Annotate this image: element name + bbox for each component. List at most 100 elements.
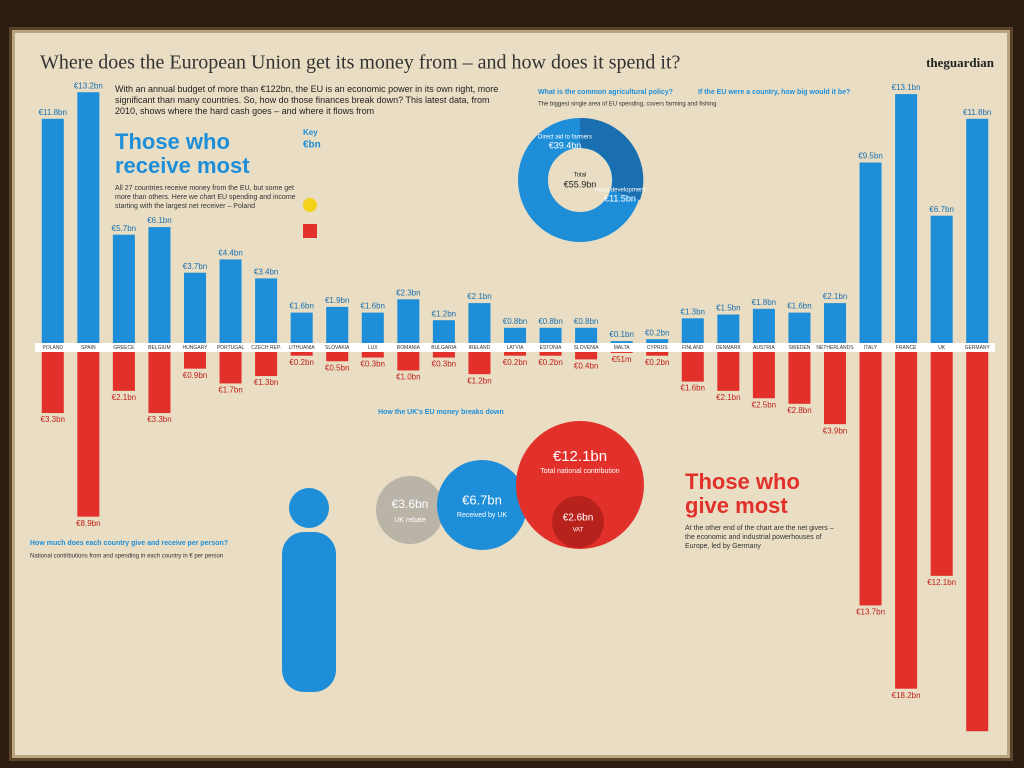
value-label: €3.4bn <box>254 268 278 277</box>
uk-received-label: Received by UK <box>457 512 508 519</box>
category-label: LUX <box>368 345 378 351</box>
uk-vat-label: VAT <box>573 528 584 534</box>
value-label: €0.5bn <box>325 363 349 372</box>
category-label: LITHUANIA <box>289 345 316 351</box>
uk-contribution-circle <box>516 421 644 549</box>
paper-edge <box>9 27 1013 761</box>
give-bar <box>788 352 811 404</box>
give-bar <box>361 352 384 358</box>
receive-bar <box>895 94 918 343</box>
give-bar <box>255 352 278 377</box>
category-label: CZECH REP. <box>251 345 281 351</box>
cap-rural-label: Rural development <box>595 188 646 194</box>
give-text: At the other end of the chart are the ne… <box>685 525 834 550</box>
cap-heading: What is the common agricultural policy? <box>538 89 673 96</box>
category-label: SWEDEN <box>788 345 810 351</box>
category-label: HUNGARY <box>183 345 209 351</box>
give-bar <box>503 352 527 356</box>
value-label: €18.2bn <box>892 691 921 700</box>
uk-received-value: €6.7bn <box>462 492 502 507</box>
give-bar <box>895 352 918 689</box>
category-label: DENMARK <box>716 345 742 351</box>
give-bar <box>41 352 64 414</box>
give-heading-box: Those who give most <box>685 470 800 518</box>
receive-bar <box>290 312 313 343</box>
receive-bar <box>646 339 669 343</box>
give-text-box: At the other end of the chart are the ne… <box>685 525 834 550</box>
value-label: €0.8bn <box>503 317 527 326</box>
category-label: ESTONIA <box>540 345 563 351</box>
give-bar <box>610 352 633 353</box>
value-label: €3.3bn <box>41 415 65 424</box>
cap-rural-value: €11.5bn <box>604 193 636 203</box>
per-person-text: National contributions from and spending… <box>30 554 223 560</box>
person-icons <box>282 488 336 692</box>
uk-rebate-circle <box>376 476 444 544</box>
value-label: €13.1bn <box>892 83 921 92</box>
value-label: €1.3bn <box>254 378 278 387</box>
give-bar <box>575 352 598 360</box>
value-label: €5.7bn <box>112 224 136 233</box>
value-label: €11.8bn <box>39 108 67 117</box>
give-bar <box>752 352 775 399</box>
category-label: GREECE <box>113 345 135 351</box>
give-bar <box>823 352 847 425</box>
value-label: €0.8bn <box>574 317 598 326</box>
value-label: €1.8bn <box>752 298 776 307</box>
receive-bar <box>859 162 882 343</box>
value-label: €0.3bn <box>361 360 385 369</box>
uk-rebate-value: €3.6bn <box>392 497 429 511</box>
category-label: CYPRUS <box>647 345 669 351</box>
give-bar <box>930 352 953 576</box>
receive-bar <box>219 259 242 343</box>
give-bar <box>397 352 420 371</box>
uk-vat-value: €2.6bn <box>563 513 594 524</box>
give-bar <box>432 352 455 358</box>
uk-contribution-label: Total national contribution <box>540 468 619 475</box>
category-label: FRANCE <box>896 345 917 351</box>
value-label: €12.1bn <box>927 578 956 587</box>
value-label: €2.8bn <box>787 406 811 415</box>
source-logo: theguardian <box>926 55 995 70</box>
value-label: €2.1bn <box>716 393 740 402</box>
value-label: €13.2bn <box>74 81 103 90</box>
value-label: €2.1bn <box>112 393 136 402</box>
receive-text-box: All 27 countries receive money from the … <box>115 185 296 210</box>
value-label: €0.2bn <box>645 328 669 337</box>
receive-bar <box>361 312 384 343</box>
give-bar <box>966 352 989 732</box>
value-label: €1.6bn <box>681 384 705 393</box>
receive-heading: Those who receive most <box>115 130 250 178</box>
receive-bar <box>77 92 100 343</box>
value-label: €0.2bn <box>289 358 313 367</box>
key-swatch <box>303 224 317 238</box>
uk-received-circle <box>437 460 527 550</box>
receive-bar <box>397 299 420 343</box>
receive-bar <box>148 227 171 343</box>
value-label: €0.2bn <box>503 358 527 367</box>
value-label: €1.0bn <box>396 373 420 382</box>
value-label: €13.7bn <box>856 608 885 617</box>
give-bar <box>717 352 740 391</box>
value-label: €2.1bn <box>823 292 847 301</box>
category-label: GERMANY <box>965 345 991 351</box>
receive-bar <box>717 314 740 343</box>
receive-bar <box>503 327 527 343</box>
give-bar <box>183 352 207 369</box>
value-label: €1.6bn <box>289 302 313 311</box>
value-label: €0.3bn <box>432 360 456 369</box>
receive-bar <box>41 118 64 343</box>
per-person-heading: How much does each country give and rece… <box>30 540 228 547</box>
category-label: BELGIUM <box>148 345 171 351</box>
uk-rebate-label: UK rebate <box>394 517 426 524</box>
uk-heading: How the UK's EU money breaks down <box>378 409 504 416</box>
value-label: €1.6bn <box>361 302 385 311</box>
receive-bar <box>681 318 704 343</box>
chart-title: Where does the European Union get its mo… <box>40 52 681 74</box>
receive-bar <box>112 234 135 343</box>
value-label: €1.2bn <box>432 309 456 318</box>
value-label: €0.9bn <box>183 371 207 380</box>
receive-bar <box>610 341 633 343</box>
cap-direct-value: €39.4bn <box>549 140 582 150</box>
